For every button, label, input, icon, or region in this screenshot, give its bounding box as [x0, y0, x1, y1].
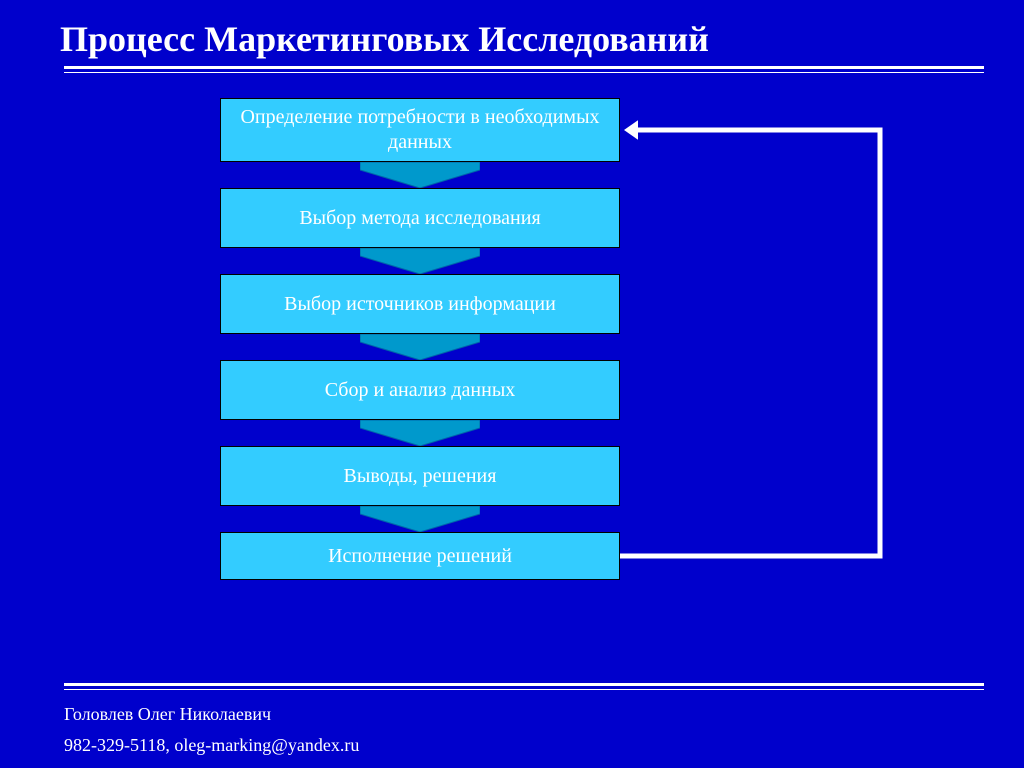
footer-author: Головлев Олег Николаевич — [64, 704, 359, 725]
divider-bottom — [64, 683, 984, 690]
flow-node-n5: Выводы, решения — [220, 446, 620, 506]
flow-node-n4: Сбор и анализ данных — [220, 360, 620, 420]
flow-connector — [220, 162, 620, 188]
flow-node-n6: Исполнение решений — [220, 532, 620, 580]
flow-node-n2: Выбор метода исследования — [220, 188, 620, 248]
flow-node-n1: Определение потребности в необходимых да… — [220, 98, 620, 162]
footer: Головлев Олег Николаевич 982-329-5118, o… — [64, 704, 359, 756]
footer-contact: 982-329-5118, oleg-marking@yandex.ru — [64, 735, 359, 756]
slide-title: Процесс Маркетинговых Исследований — [60, 18, 709, 60]
slide: Процесс Маркетинговых Исследований Опред… — [0, 0, 1024, 768]
flowchart-stack: Определение потребности в необходимых да… — [220, 98, 620, 580]
flow-connector — [220, 248, 620, 274]
flow-connector — [220, 420, 620, 446]
flow-connector — [220, 506, 620, 532]
flow-connector — [220, 334, 620, 360]
flowchart-area: Определение потребности в необходимых да… — [0, 98, 1024, 678]
divider-top — [64, 66, 984, 73]
flow-node-n3: Выбор источников информации — [220, 274, 620, 334]
